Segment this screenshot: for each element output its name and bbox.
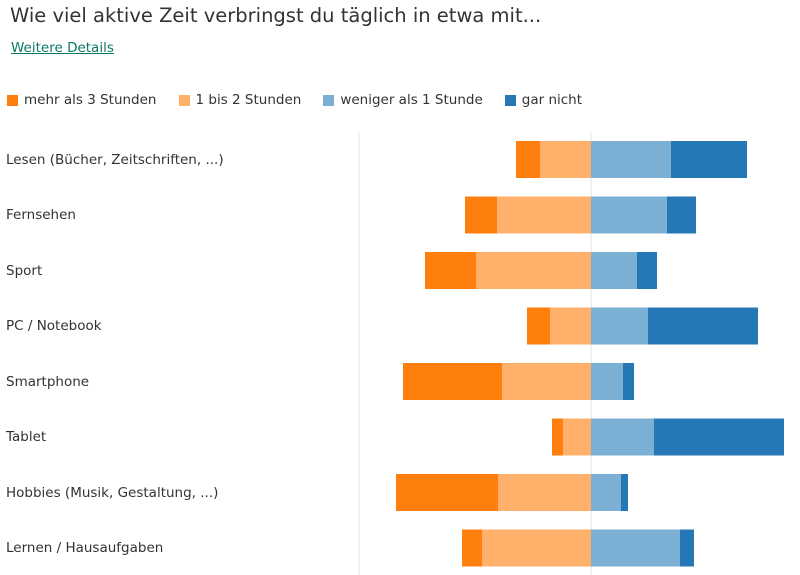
bar-segment[interactable] [591, 474, 621, 511]
legend-item-1-to-2h[interactable]: 1 bis 2 Stunden [178, 92, 302, 108]
category-label: Tablet [6, 429, 47, 445]
legend-swatch [504, 94, 516, 106]
legend-item-less-than-1h[interactable]: weniger als 1 Stunde [323, 92, 483, 108]
bar-segment[interactable] [680, 529, 694, 567]
bar-segment[interactable] [667, 196, 696, 234]
bar-segment[interactable] [550, 307, 591, 345]
bar-segment[interactable] [540, 141, 591, 178]
bar-segment[interactable] [591, 363, 623, 400]
bar-segment[interactable] [396, 474, 498, 511]
bar-segment[interactable] [425, 252, 476, 289]
bar-segment[interactable] [563, 418, 591, 456]
bar-segment[interactable] [465, 196, 497, 234]
legend-swatch [7, 94, 18, 106]
legend-swatch [178, 94, 190, 106]
bar-segment[interactable] [502, 363, 591, 400]
bar-segment[interactable] [497, 196, 591, 234]
legend-item-more-than-3h[interactable]: mehr als 3 Stunden [7, 92, 157, 108]
bar-segment[interactable] [623, 363, 634, 400]
bar-segment[interactable] [591, 196, 667, 234]
bar-segment[interactable] [591, 307, 648, 345]
bar-segment[interactable] [654, 418, 784, 456]
bar-segment[interactable] [462, 529, 482, 567]
category-label: Smartphone [6, 374, 90, 390]
category-label: Sport [6, 263, 43, 279]
bars-group [396, 141, 784, 567]
category-label: Fernsehen [6, 207, 76, 223]
bar-segment[interactable] [591, 529, 680, 567]
bar-segment[interactable] [403, 363, 502, 400]
bar-segment[interactable] [591, 141, 671, 178]
bar-segment[interactable] [482, 529, 591, 567]
legend: mehr als 3 Stunden 1 bis 2 Stunden wenig… [7, 92, 604, 108]
bar-segment[interactable] [476, 252, 591, 289]
bar-segment[interactable] [516, 141, 540, 178]
bar-segment[interactable] [648, 307, 758, 345]
category-label: Lernen / Hausaufgaben [6, 540, 164, 556]
category-label: Hobbies (Musik, Gestaltung, ...) [6, 485, 219, 501]
legend-label: weniger als 1 Stunde [340, 92, 483, 108]
legend-label: gar nicht [521, 92, 583, 108]
category-label: Lesen (Bücher, Zeitschriften, ...) [6, 152, 224, 168]
bar-segment[interactable] [591, 252, 637, 289]
bar-segment[interactable] [671, 141, 747, 178]
legend-swatch [323, 94, 335, 106]
legend-label: mehr als 3 Stunden [24, 92, 157, 108]
bar-segment[interactable] [591, 418, 654, 456]
legend-label: 1 bis 2 Stunden [195, 92, 302, 108]
bar-segment[interactable] [498, 474, 591, 511]
legend-item-not-at-all[interactable]: gar nicht [504, 92, 583, 108]
bar-segment[interactable] [552, 418, 563, 456]
chart-title: Wie viel aktive Zeit verbringst du tägli… [10, 4, 542, 27]
bar-segment[interactable] [621, 474, 628, 511]
bar-segment[interactable] [637, 252, 657, 289]
bar-segment[interactable] [527, 307, 550, 345]
details-link[interactable]: Weitere Details [11, 40, 114, 56]
category-label: PC / Notebook [6, 318, 102, 334]
